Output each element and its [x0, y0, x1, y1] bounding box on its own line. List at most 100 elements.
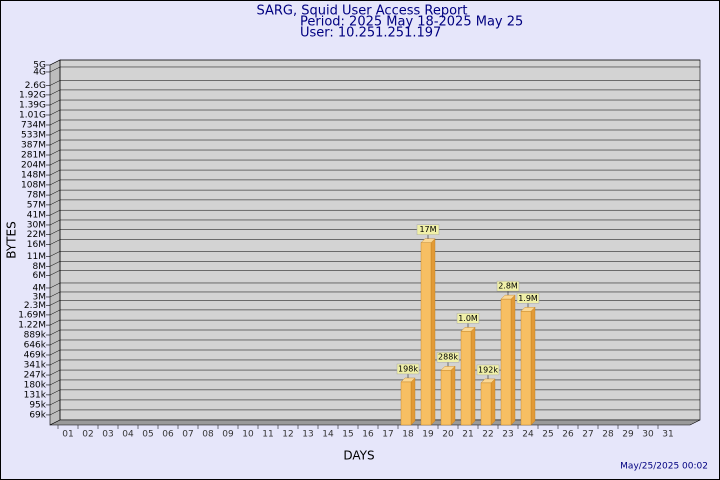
- y-tick-label: 69k: [29, 410, 46, 420]
- bar-side: [410, 377, 416, 426]
- y-tick-label: 4G: [33, 67, 46, 77]
- value-label-box: [496, 280, 520, 292]
- grid-line: [49, 409, 61, 416]
- grid-line: [49, 291, 61, 298]
- x-tick-label: 14: [322, 430, 334, 440]
- y-tick-label: 78M: [27, 191, 46, 201]
- bar: [480, 382, 492, 426]
- x-tick-label: 18: [402, 430, 414, 440]
- y-tick-label: 734M: [21, 120, 46, 130]
- grid-line: [49, 129, 61, 136]
- x-tick-label: 08: [202, 430, 214, 440]
- bar: [500, 298, 512, 426]
- grid-line: [49, 399, 61, 406]
- grid-line: [49, 369, 61, 376]
- x-tick-label: 21: [462, 430, 473, 440]
- y-tick-label: 204M: [21, 161, 46, 171]
- y-tick-label: 1.39G: [19, 101, 46, 111]
- grid-line: [49, 109, 61, 116]
- y-tick-label: 1.22M: [18, 321, 46, 331]
- y-tick-label: 148M: [21, 171, 46, 181]
- y-tick-label: 2.6G: [25, 81, 46, 91]
- left-wall: [49, 59, 61, 426]
- x-tick-label: 10: [242, 430, 254, 440]
- grid-line: [49, 319, 61, 326]
- grid-line: [49, 199, 61, 206]
- y-tick-label: 247k: [24, 371, 47, 381]
- y-tick-label: 8M: [33, 262, 47, 272]
- y-tick-label: 2.3M: [24, 301, 46, 311]
- grid-line: [49, 189, 61, 196]
- x-tick-label: 26: [562, 430, 574, 440]
- value-label-box: [396, 363, 420, 375]
- x-tick-label: 28: [602, 430, 614, 440]
- grid-line: [49, 139, 61, 146]
- x-tick-label: 05: [142, 430, 153, 440]
- y-tick-label: 341k: [24, 360, 47, 370]
- grid-line: [49, 251, 61, 257]
- y-tick-label: 1.69M: [18, 310, 46, 320]
- y-tick-label: 180k: [24, 380, 47, 390]
- x-tick-label: 15: [342, 430, 353, 440]
- value-label: 198k: [398, 364, 418, 373]
- bar: [460, 331, 472, 426]
- x-tick-label: 11: [262, 430, 273, 440]
- bar-side: [430, 238, 436, 426]
- x-tick-label: 06: [162, 430, 174, 440]
- floor: [49, 419, 701, 426]
- grid-line: [49, 179, 61, 186]
- grid-line: [49, 89, 61, 96]
- x-tick-label: 22: [482, 430, 493, 440]
- y-tick-label: 131k: [24, 390, 47, 400]
- grid-line: [49, 300, 61, 306]
- x-axis-label: DAYS: [343, 449, 374, 463]
- x-tick-label: 02: [82, 430, 93, 440]
- value-label-box: [516, 293, 540, 304]
- value-label: 192k: [478, 365, 498, 374]
- x-tick-label: 25: [542, 430, 553, 440]
- bar-side: [490, 378, 496, 426]
- y-tick-label: 646k: [24, 340, 47, 350]
- x-tick-label: 01: [62, 430, 73, 440]
- value-label: 2.8M: [498, 282, 518, 291]
- grid-line: [49, 209, 61, 216]
- chart-subtitle: Period: 2025 May 18-2025 May 25: [300, 15, 523, 30]
- x-tick-label: 29: [622, 430, 634, 440]
- grid-line: [49, 80, 61, 86]
- x-tick-label: 12: [282, 430, 293, 440]
- y-tick-label: 41M: [27, 211, 46, 221]
- grid-line: [49, 229, 61, 235]
- x-tick-label: 23: [502, 430, 513, 440]
- y-tick-label: 4M: [33, 283, 47, 293]
- grid-line: [49, 379, 61, 386]
- x-tick-label: 04: [122, 430, 134, 440]
- grid-line: [49, 59, 61, 66]
- y-tick-label: 3M: [33, 292, 47, 302]
- y-tick-label: 108M: [21, 180, 46, 190]
- grid-line: [49, 99, 61, 106]
- bar: [400, 381, 412, 426]
- y-tick-label: 22M: [27, 230, 46, 240]
- y-tick-label: 387M: [21, 141, 46, 151]
- x-tick-label: 13: [302, 430, 313, 440]
- x-tick-label: 03: [102, 430, 113, 440]
- y-tick-label: 469k: [24, 351, 47, 361]
- bar: [440, 370, 452, 426]
- x-tick-label: 17: [382, 430, 393, 440]
- x-tick-label: 20: [442, 430, 454, 440]
- x-tick-label: 24: [522, 430, 534, 440]
- y-tick-label: 30M: [27, 220, 46, 230]
- y-tick-label: 889k: [24, 331, 47, 341]
- chart-title: SARG, Squid User Access Report: [257, 4, 468, 19]
- value-label: 17M: [419, 225, 436, 234]
- x-tick-label: 30: [642, 430, 654, 440]
- y-tick-label: 16M: [27, 240, 46, 250]
- bar: [520, 311, 532, 426]
- grid-line: [49, 349, 61, 356]
- x-tick-label: 09: [222, 430, 234, 440]
- y-tick-label: 533M: [21, 131, 46, 141]
- grid-line: [49, 309, 61, 316]
- grid-line: [49, 239, 61, 245]
- grid-line: [49, 219, 61, 226]
